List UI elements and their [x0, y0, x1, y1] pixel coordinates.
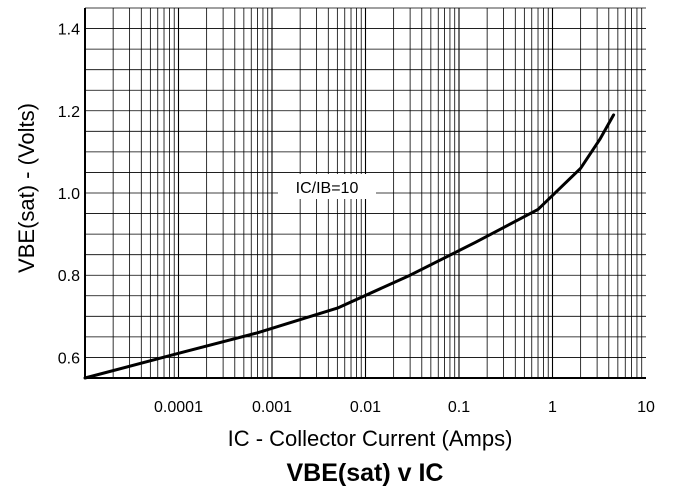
y-tick-label: 1.4 — [58, 22, 80, 39]
series-line — [83, 113, 616, 380]
x-tick-label: 1 — [548, 399, 557, 416]
annotation-layer: IC/IB=10 — [278, 174, 376, 199]
x-tick-label: 0.1 — [448, 399, 470, 416]
x-tick-label: 0.001 — [252, 399, 292, 416]
y-tick-label: 1.2 — [58, 104, 80, 121]
annotation-label: IC/IB=10 — [296, 180, 359, 197]
y-tick-label: 0.8 — [58, 268, 80, 285]
chart-title: VBE(sat) v IC — [287, 459, 444, 487]
grid — [84, 7, 646, 379]
y-tick-label: 0.6 — [58, 350, 80, 367]
y-tick-label: 1.0 — [58, 186, 80, 203]
x-axis-title: IC - Collector Current (Amps) — [228, 426, 513, 451]
x-tick-label: 0.0001 — [154, 399, 203, 416]
series-layer — [83, 113, 616, 380]
x-tick-label: 0.01 — [350, 399, 381, 416]
x-tick-label: 10 — [637, 399, 655, 416]
annotation-background — [278, 174, 376, 199]
y-axis-title: VBE(sat) - (Volts) — [14, 103, 39, 273]
tick-labels: 0.0001 0.001 0.01 0.1 1 10 0.6 0.8 1.0 1.2 1.4 — [58, 22, 655, 416]
